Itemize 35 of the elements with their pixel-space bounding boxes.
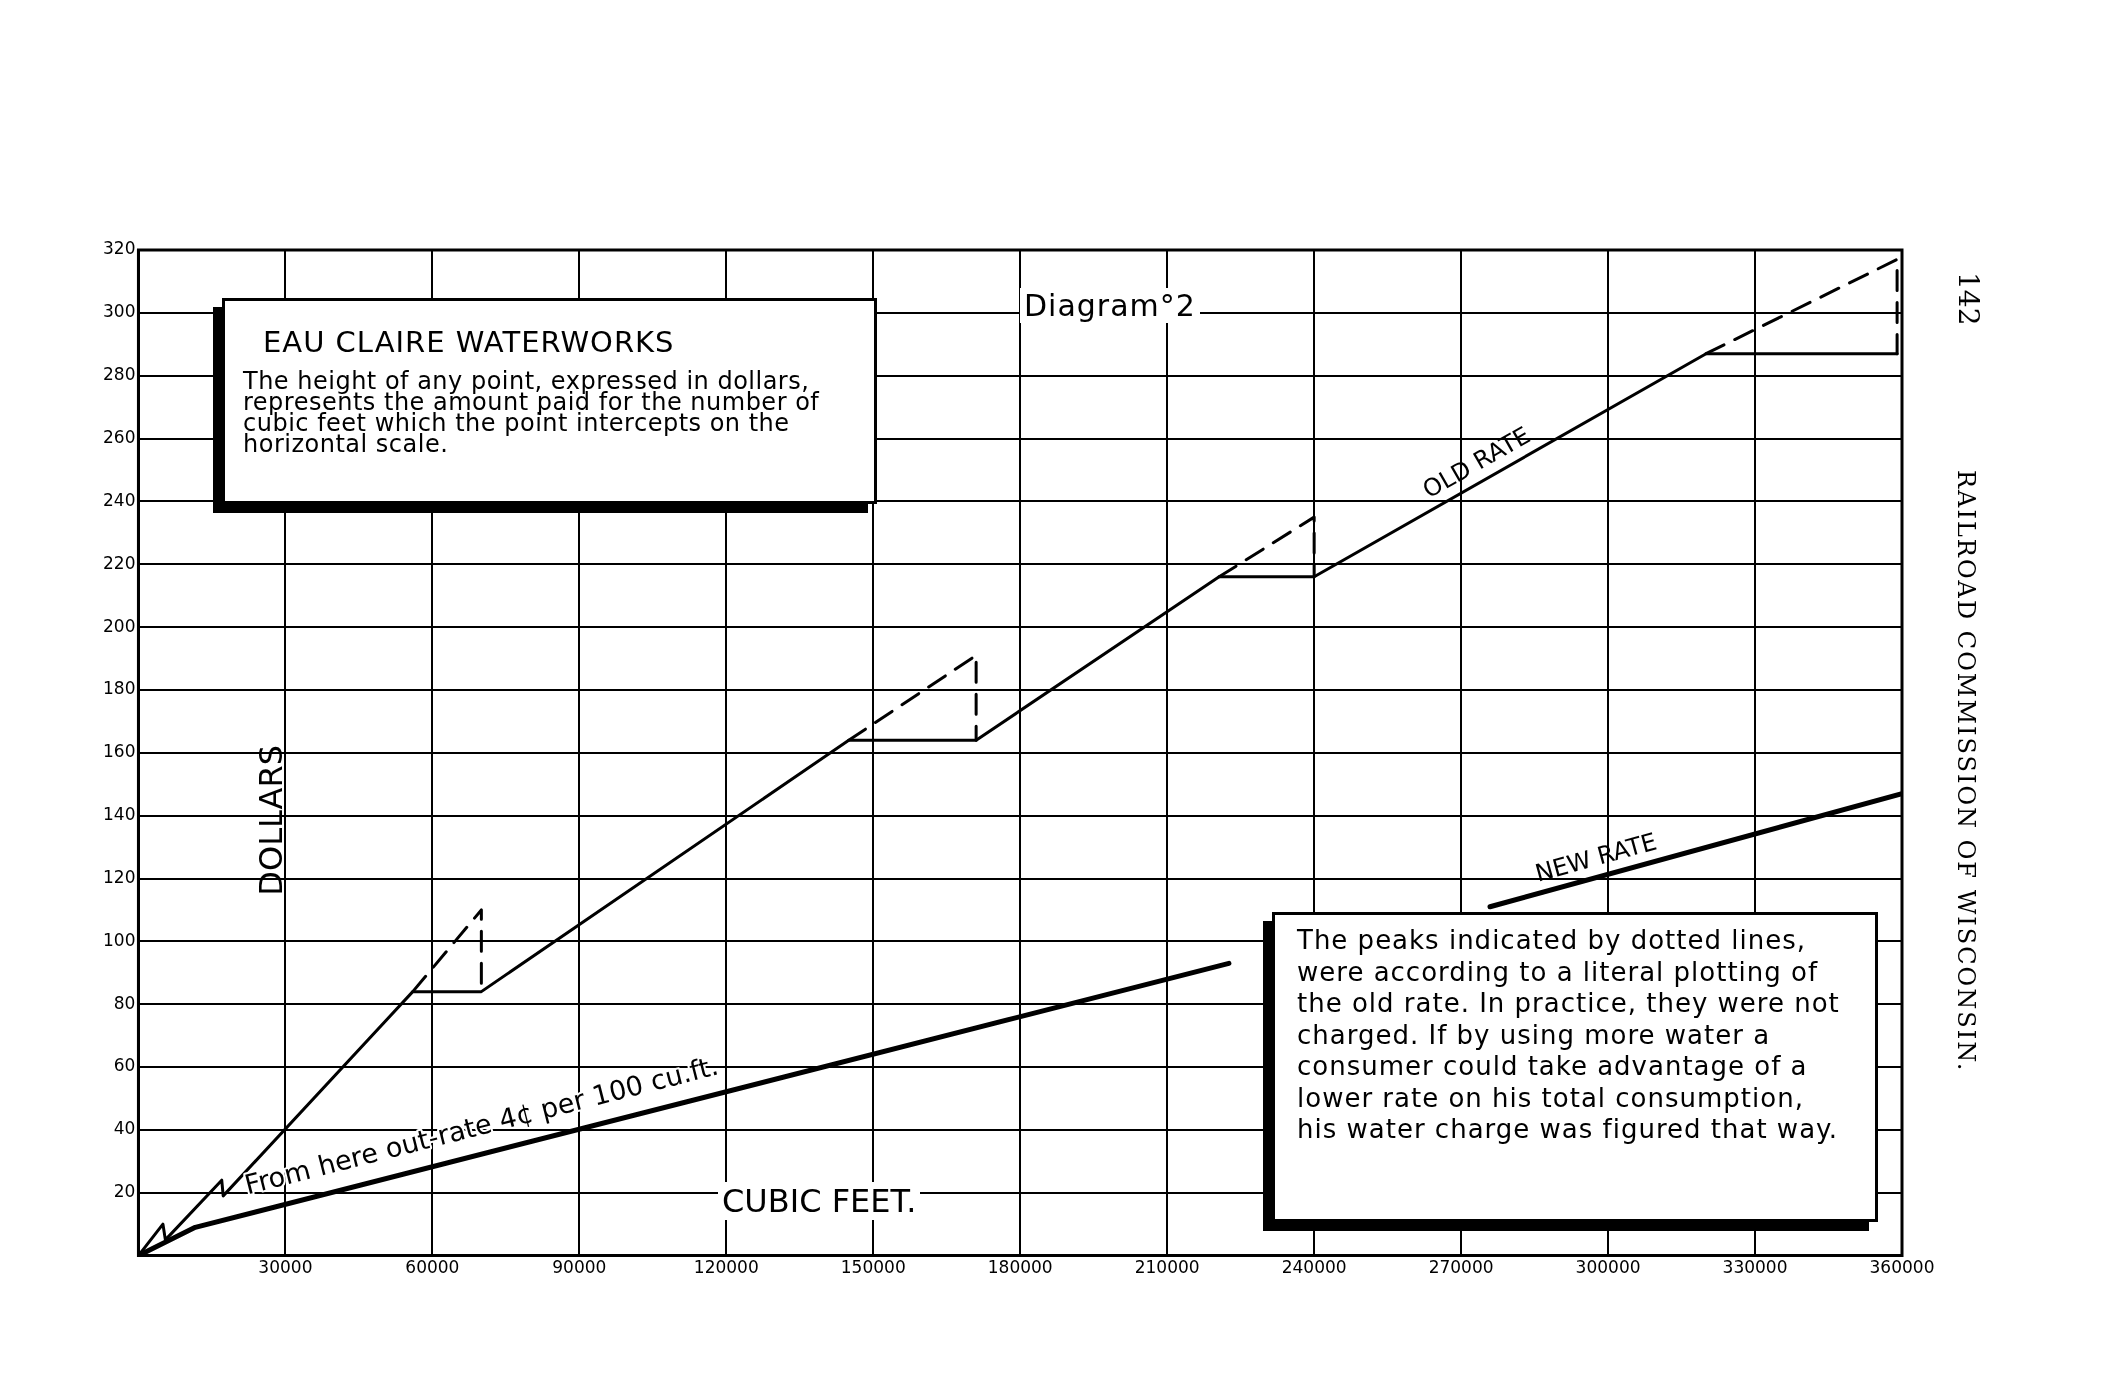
x-tick-label: 270000 <box>1428 1257 1494 1278</box>
y-tick-label: 280 <box>102 364 136 385</box>
x-tick-label: 150000 <box>840 1257 906 1278</box>
y-tick-label: 80 <box>113 992 136 1013</box>
y-tick-label: 100 <box>102 929 136 950</box>
y-tick-label: 180 <box>102 678 136 699</box>
x-tick-label: 330000 <box>1722 1257 1788 1278</box>
annotation: Diagram°2 <box>1020 288 1200 323</box>
y-tick-label: 200 <box>102 615 136 636</box>
x-tick-label: 360000 <box>1869 1257 1935 1278</box>
y-tick-label: 60 <box>113 1055 136 1076</box>
text: RAILROAD COMMISSION OF WISCONSIN. <box>1952 470 1980 1073</box>
y-axis-title: DOLLARS <box>252 745 290 896</box>
y-tick-label: 120 <box>102 866 136 887</box>
y-tick-label: 300 <box>102 301 136 322</box>
x-tick-label: 300000 <box>1575 1257 1641 1278</box>
text: NEW RATE <box>1532 827 1660 888</box>
x-tick-label: 180000 <box>987 1257 1053 1278</box>
annotation: From here out-rate 4¢ per 100 cu.ft. <box>241 1049 722 1201</box>
y-tick-label: 140 <box>102 804 136 825</box>
y-tick-label: 220 <box>102 552 136 573</box>
y-tick-label: 240 <box>102 489 136 510</box>
x-tick-label: 30000 <box>258 1257 313 1278</box>
y-tick-label: 20 <box>113 1181 136 1202</box>
y-tick-label: 40 <box>113 1118 136 1139</box>
x-tick-label: 60000 <box>405 1257 460 1278</box>
y-tick-label: 160 <box>102 741 136 762</box>
x-tick-label: 90000 <box>552 1257 607 1278</box>
x-tick-label: 210000 <box>1134 1257 1200 1278</box>
x-tick-label: 240000 <box>1281 1257 1347 1278</box>
y-tick-label: 260 <box>102 426 136 447</box>
x-axis-title: CUBIC FEET. <box>722 1182 917 1220</box>
text: 142 <box>1952 272 1985 326</box>
y-tick-label: 320 <box>102 238 136 259</box>
x-tick-label: 120000 <box>693 1257 759 1278</box>
